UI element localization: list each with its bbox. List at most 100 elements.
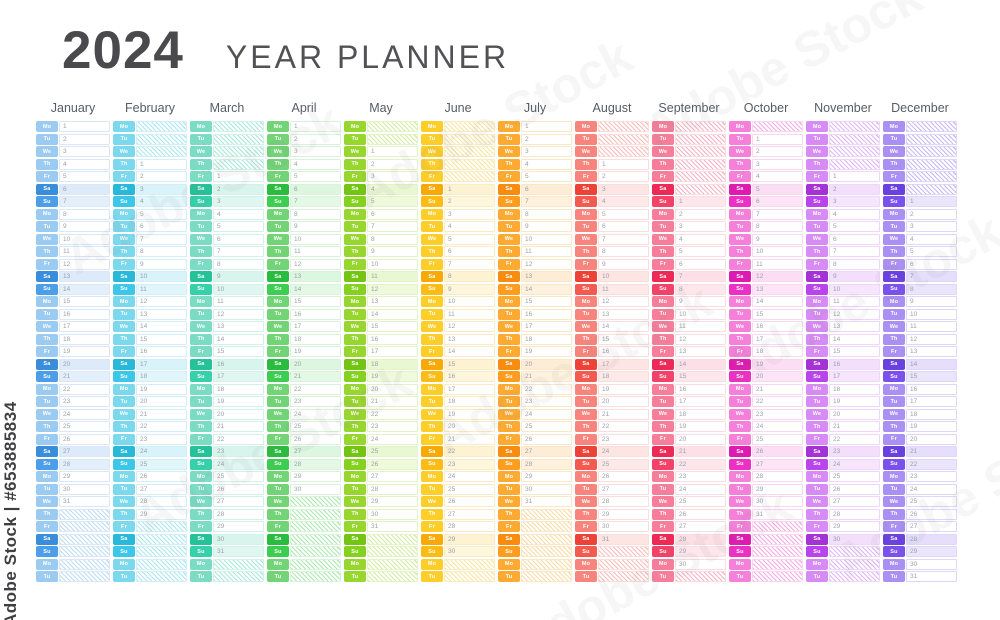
day-cell: 24 xyxy=(367,433,418,445)
calendar-row: Su 18 xyxy=(113,371,187,384)
weekday-chip: Su xyxy=(267,283,289,295)
calendar-row: Su 22 xyxy=(652,458,726,472)
weekday-chip: Fr xyxy=(498,171,520,182)
empty-day-cell xyxy=(906,121,957,132)
calendar-row: Fr 23 xyxy=(575,433,649,447)
weekday-chip: We xyxy=(267,233,289,245)
weekday-chip: We xyxy=(421,233,443,245)
month-name: March xyxy=(209,101,245,115)
calendar-row: We 13 xyxy=(190,321,264,334)
day-cell: 8 xyxy=(213,258,264,270)
weekday-chip: Su xyxy=(498,546,520,557)
day-cell: 3 xyxy=(752,158,803,170)
day-cell: 12 xyxy=(59,258,110,270)
calendar-row: Fr 19 xyxy=(36,346,110,359)
calendar-row: Mo xyxy=(806,121,880,134)
calendar-row: We xyxy=(806,146,880,159)
weekday-chip: Mo xyxy=(113,121,135,132)
day-cell: 18 xyxy=(829,383,880,395)
calendar-row: Su 13 xyxy=(729,283,803,297)
calendar-row: Mo 15 xyxy=(36,296,110,309)
day-cell: 3 xyxy=(675,221,726,232)
day-cell: 27 xyxy=(752,458,803,470)
calendar-row: We 18 xyxy=(883,408,957,422)
calendar-row: Fr 24 xyxy=(344,433,418,447)
calendar-row: Su xyxy=(36,546,110,559)
calendar-row: Sa 21 xyxy=(652,446,726,459)
calendar-row: Fr xyxy=(421,171,495,184)
weekday-chip: Fr xyxy=(729,521,751,532)
day-cell: 6 xyxy=(598,221,649,232)
day-cell: 7 xyxy=(752,208,803,220)
calendar-row: Tu 10 xyxy=(883,308,957,322)
weekday-chip: Su xyxy=(498,458,520,470)
weekday-chip: Mo xyxy=(421,471,443,482)
weekday-chip: Sa xyxy=(652,271,674,282)
weekday-chip: Mo xyxy=(498,121,520,132)
calendar-row: Th 16 xyxy=(344,333,418,347)
calendar-row: Fr 2 xyxy=(113,171,187,184)
empty-day-cell xyxy=(906,158,957,170)
calendar-row: Tu 20 xyxy=(113,396,187,409)
day-cell: 25 xyxy=(213,471,264,482)
calendar-row: Mo xyxy=(267,558,341,572)
day-cell: 7 xyxy=(829,246,880,257)
calendar-row: Su 4 xyxy=(113,196,187,209)
weekday-chip: Tu xyxy=(883,221,905,232)
calendar-row: Su 29 xyxy=(652,546,726,559)
calendar-row: Mo 24 xyxy=(421,471,495,484)
calendar-row: Mo 22 xyxy=(498,383,572,397)
day-cell: 4 xyxy=(598,196,649,207)
weekday-chip: Sa xyxy=(344,533,366,545)
day-cell: 25 xyxy=(829,471,880,482)
weekday-chip: Sa xyxy=(883,446,905,457)
weekday-chip: Tu xyxy=(498,221,520,232)
day-cell: 1 xyxy=(213,171,264,182)
weekday-chip: Sa xyxy=(575,183,597,195)
day-cell: 30 xyxy=(290,483,341,495)
day-cell: 26 xyxy=(444,496,495,507)
day-cell: 5 xyxy=(213,221,264,232)
weekday-chip: Su xyxy=(344,546,366,557)
calendar-row: Fr 26 xyxy=(267,433,341,447)
month-column-october: October Mo Tu 1 We 2 Th 3 Fr 4 Sa 5 Su 6 Mo 7 Tu 8 We 9 Th 10… xyxy=(729,100,803,584)
day-cell: 24 xyxy=(598,446,649,457)
calendar-row: We xyxy=(883,146,957,159)
calendar-row: Th 20 xyxy=(421,421,495,434)
calendar-row: Tu xyxy=(652,571,726,584)
calendar-row: Fr xyxy=(883,171,957,184)
empty-day-cell xyxy=(136,533,187,545)
empty-day-cell xyxy=(444,133,495,145)
day-cell: 2 xyxy=(752,146,803,157)
calendar-row: Th 29 xyxy=(113,508,187,522)
day-cell: 7 xyxy=(444,258,495,270)
calendar-row: We xyxy=(267,496,341,509)
calendar-row: Th 19 xyxy=(883,421,957,434)
calendar-row: Th 15 xyxy=(113,333,187,347)
calendar-row: Mo 20 xyxy=(344,383,418,397)
weekday-chip: Fr xyxy=(36,433,58,445)
calendar-row: We 27 xyxy=(806,496,880,509)
day-cell: 22 xyxy=(213,433,264,445)
day-cell: 1 xyxy=(521,121,572,132)
weekday-chip: Fr xyxy=(498,258,520,270)
day-cell: 16 xyxy=(521,308,572,320)
weekday-chip: Mo xyxy=(575,383,597,395)
weekday-chip: Mo xyxy=(498,208,520,220)
weekday-chip: We xyxy=(652,233,674,245)
calendar-row: Tu 26 xyxy=(806,483,880,497)
calendar-row: Sa 2 xyxy=(806,183,880,197)
weekday-chip: Sa xyxy=(498,183,520,195)
day-cell: 1 xyxy=(444,183,495,195)
day-cell: 23 xyxy=(367,421,418,432)
calendar-row: Fr 20 xyxy=(652,433,726,447)
day-cell: 26 xyxy=(521,433,572,445)
calendar-row: We 15 xyxy=(344,321,418,334)
day-cell: 18 xyxy=(906,408,957,420)
calendar-row: Su 15 xyxy=(883,371,957,384)
weekday-chip: Sa xyxy=(190,183,212,195)
weekday-chip: Su xyxy=(652,283,674,295)
weekday-chip: Mo xyxy=(806,558,828,570)
day-cell: 8 xyxy=(521,208,572,220)
weekday-chip: Th xyxy=(883,333,905,345)
